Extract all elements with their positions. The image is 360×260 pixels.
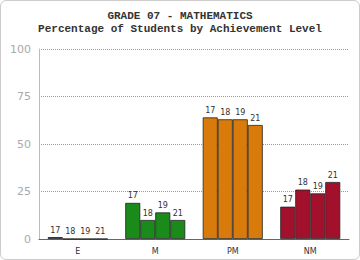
svg-text:21: 21 bbox=[328, 171, 338, 180]
svg-text:17: 17 bbox=[205, 106, 215, 115]
svg-text:NM: NM bbox=[304, 247, 317, 256]
svg-text:21: 21 bbox=[250, 114, 260, 123]
svg-text:0: 0 bbox=[24, 233, 31, 246]
svg-text:21: 21 bbox=[95, 227, 105, 236]
svg-text:100: 100 bbox=[10, 43, 31, 56]
svg-text:19: 19 bbox=[235, 108, 245, 117]
svg-text:GRADE 07 - MATHEMATICS: GRADE 07 - MATHEMATICS bbox=[107, 10, 253, 22]
svg-text:17: 17 bbox=[128, 191, 138, 200]
svg-text:19: 19 bbox=[313, 182, 323, 191]
svg-text:18: 18 bbox=[298, 178, 308, 187]
svg-text:17: 17 bbox=[283, 195, 293, 204]
svg-text:75: 75 bbox=[17, 90, 31, 103]
svg-text:19: 19 bbox=[158, 201, 168, 210]
svg-text:Percentage of Students by Achi: Percentage of Students by Achievement Le… bbox=[38, 23, 322, 35]
svg-text:M: M bbox=[152, 247, 159, 256]
svg-text:21: 21 bbox=[173, 209, 183, 218]
svg-text:E: E bbox=[75, 247, 80, 256]
svg-text:PM: PM bbox=[227, 247, 239, 256]
svg-text:19: 19 bbox=[80, 227, 90, 236]
svg-text:18: 18 bbox=[220, 108, 230, 117]
svg-text:17: 17 bbox=[50, 226, 60, 235]
svg-text:18: 18 bbox=[65, 227, 75, 236]
svg-text:25: 25 bbox=[17, 185, 31, 198]
svg-text:50: 50 bbox=[17, 138, 31, 151]
svg-text:18: 18 bbox=[143, 209, 153, 218]
